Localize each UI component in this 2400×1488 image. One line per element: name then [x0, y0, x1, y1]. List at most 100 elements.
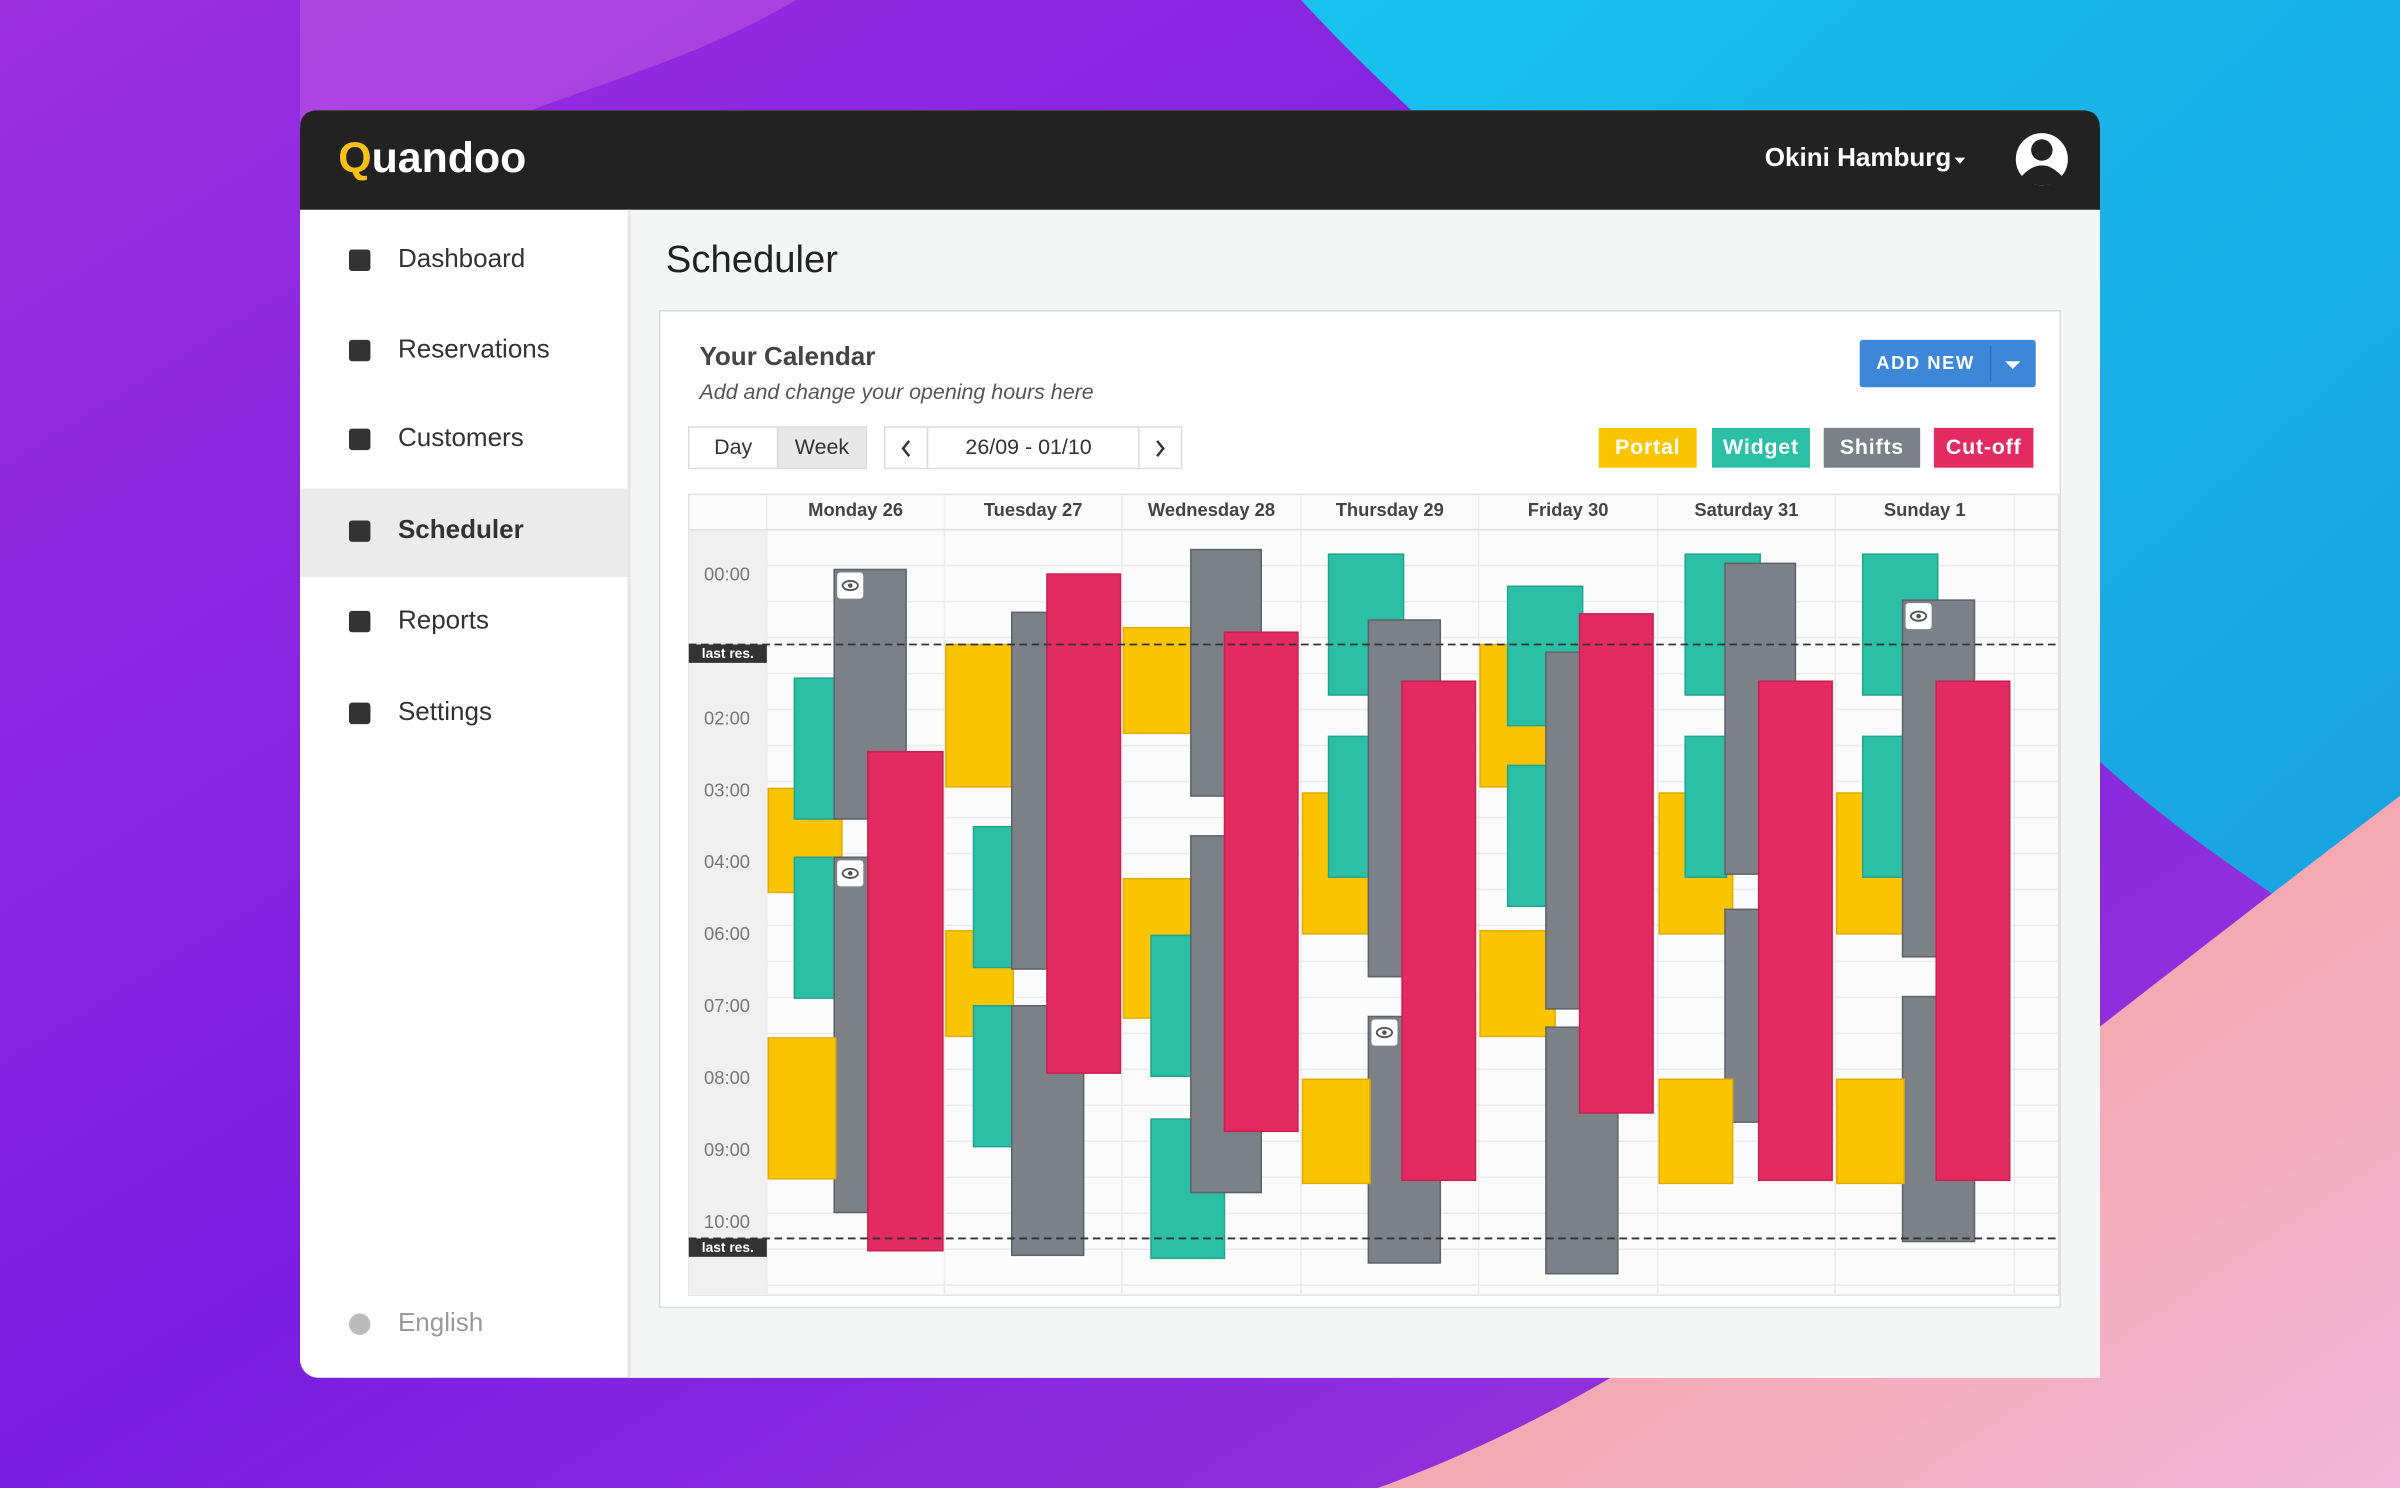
- calendar-block[interactable]: [1658, 1078, 1734, 1185]
- nav-item[interactable]: Dashboard: [398, 243, 525, 273]
- card-subtitle: Add and change your opening hours here: [697, 380, 1093, 404]
- eye-pupil: [847, 583, 853, 588]
- calendar-block[interactable]: [1757, 680, 1833, 1182]
- legend-label: Portal: [1615, 435, 1680, 459]
- calendar-block[interactable]: [1479, 929, 1556, 1038]
- eye-shape: [841, 580, 859, 592]
- calendar-block[interactable]: [972, 1005, 1015, 1148]
- page-title: Scheduler: [666, 238, 838, 281]
- eye-shape: [1375, 1027, 1394, 1039]
- background-shape: [1377, 796, 2400, 1488]
- calendar-block[interactable]: [945, 643, 1015, 788]
- legend-chip[interactable]: [1710, 426, 1812, 470]
- last-res-label: last res.: [702, 1240, 754, 1255]
- calendar-block[interactable]: [1122, 626, 1192, 735]
- nav-item[interactable]: Customers: [398, 422, 524, 452]
- last-res-label: last res.: [702, 646, 754, 661]
- time-label: 02:00: [704, 707, 750, 728]
- day-header: Wednesday 28: [1148, 499, 1275, 520]
- calendar-block[interactable]: [1301, 1078, 1371, 1185]
- calendar-block[interactable]: [1578, 613, 1654, 1114]
- view-button[interactable]: [688, 426, 779, 470]
- calendar-block[interactable]: [1835, 1078, 1905, 1185]
- sidebar-border: [627, 209, 631, 1378]
- next-arrow: [1156, 440, 1165, 457]
- eye-pupil: [1382, 1030, 1387, 1035]
- app-window: Quandoo Okini Hamburg Dashboard Reservation…: [300, 110, 2101, 1378]
- day-header: Sunday 1: [1884, 499, 1966, 520]
- day-header: Saturday 31: [1694, 499, 1798, 520]
- header-bar: [300, 110, 2100, 210]
- view-button[interactable]: [776, 426, 868, 470]
- calendar-block[interactable]: [1401, 680, 1477, 1182]
- time-label: 09:00: [704, 1139, 750, 1160]
- caret: [2005, 361, 2021, 369]
- last-res-tag: [688, 1238, 767, 1257]
- legend-label: Cut-off: [1946, 435, 2022, 459]
- eye-shape: [1910, 610, 1928, 622]
- avatar-head: [2031, 139, 2053, 161]
- day-header: Friday 30: [1528, 499, 1609, 520]
- date-range: 26/09 - 01/10: [965, 435, 1091, 459]
- nav-icon: [348, 702, 371, 725]
- add-button-label: ADD NEW: [1876, 352, 1974, 373]
- time-label: 06:00: [704, 923, 750, 944]
- next-button[interactable]: [1138, 426, 1183, 470]
- calendar-block[interactable]: [767, 1037, 837, 1180]
- add-button[interactable]: [1859, 339, 2036, 388]
- time-label: 08:00: [704, 1067, 750, 1088]
- divider: [1989, 345, 1992, 382]
- legend-chip[interactable]: [1932, 426, 2035, 470]
- avatar-body: [2020, 165, 2064, 186]
- calendar-block[interactable]: [972, 825, 1015, 969]
- eye-shape: [841, 867, 859, 879]
- prev-arrow: [901, 440, 911, 457]
- nav-icon: [348, 610, 371, 633]
- day-header: Thursday 29: [1336, 499, 1444, 520]
- legend-chip[interactable]: [1822, 426, 1922, 470]
- language-icon: [348, 1313, 371, 1335]
- calendar-block[interactable]: [1046, 573, 1122, 1074]
- time-label: 10:00: [704, 1211, 750, 1232]
- nav-item[interactable]: Reservations: [398, 333, 550, 363]
- calendar-block[interactable]: [1935, 680, 2011, 1182]
- view-button-label: Week: [795, 435, 850, 459]
- user-menu[interactable]: Okini Hamburg: [1765, 142, 1951, 172]
- day-header: Tuesday 27: [984, 499, 1083, 520]
- calendar-block[interactable]: [867, 750, 944, 1252]
- calendar-block[interactable]: [1150, 934, 1192, 1077]
- eye-pupil: [847, 871, 853, 876]
- nav-item[interactable]: Settings: [398, 696, 492, 726]
- calendar-block[interactable]: [793, 856, 837, 999]
- view-button-label: Day: [714, 435, 752, 459]
- nav-icon: [348, 249, 371, 271]
- caret: [1954, 157, 1966, 164]
- calendar-block[interactable]: [1223, 631, 1299, 1133]
- legend-label: Shifts: [1840, 435, 1904, 459]
- nav-icon: [348, 520, 371, 542]
- legend-chip[interactable]: [1597, 426, 1699, 470]
- logo: Quandoo: [338, 134, 526, 182]
- time-label: 07:00: [704, 995, 750, 1016]
- eye-pupil: [1916, 613, 1921, 619]
- calendar-block[interactable]: [1861, 735, 1905, 878]
- day-header: Monday 26: [808, 499, 903, 520]
- time-label: 04:00: [704, 851, 750, 872]
- card-title: Your Calendar: [699, 341, 875, 371]
- legend-label: Widget: [1723, 435, 1799, 459]
- prev-button[interactable]: [883, 426, 929, 470]
- language[interactable]: English: [398, 1307, 483, 1337]
- nav-icon: [348, 339, 371, 362]
- last-res-tag: [688, 644, 767, 663]
- nav-item[interactable]: Reports: [398, 604, 489, 634]
- date-range-box: [926, 426, 1140, 470]
- calendar-block[interactable]: [1684, 735, 1728, 878]
- calendar-block[interactable]: [793, 677, 837, 820]
- calendar-block[interactable]: [1506, 764, 1549, 908]
- time-label: 00:00: [704, 563, 750, 584]
- nav-icon: [348, 428, 371, 451]
- nav-item[interactable]: Scheduler: [398, 514, 524, 544]
- calendar-block[interactable]: [1327, 735, 1371, 878]
- time-label: 03:00: [704, 779, 750, 800]
